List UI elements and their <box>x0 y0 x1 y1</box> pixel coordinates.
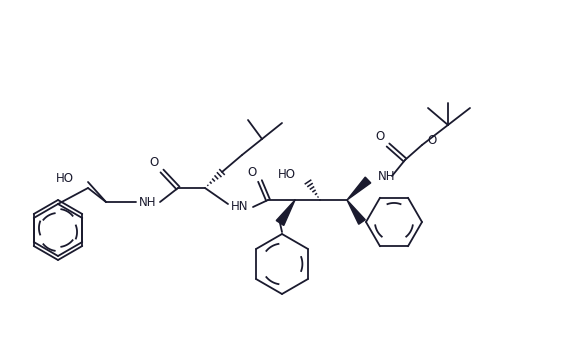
Text: NH: NH <box>378 169 396 183</box>
Text: HN: HN <box>231 201 248 214</box>
Polygon shape <box>347 200 365 224</box>
Polygon shape <box>347 177 371 200</box>
Text: O: O <box>149 156 158 169</box>
Text: O: O <box>247 167 256 179</box>
Text: HO: HO <box>56 172 74 185</box>
Text: NH: NH <box>139 196 157 209</box>
Text: HO: HO <box>278 168 296 180</box>
Text: O: O <box>427 133 436 146</box>
Text: O: O <box>375 131 385 144</box>
Polygon shape <box>276 200 295 226</box>
